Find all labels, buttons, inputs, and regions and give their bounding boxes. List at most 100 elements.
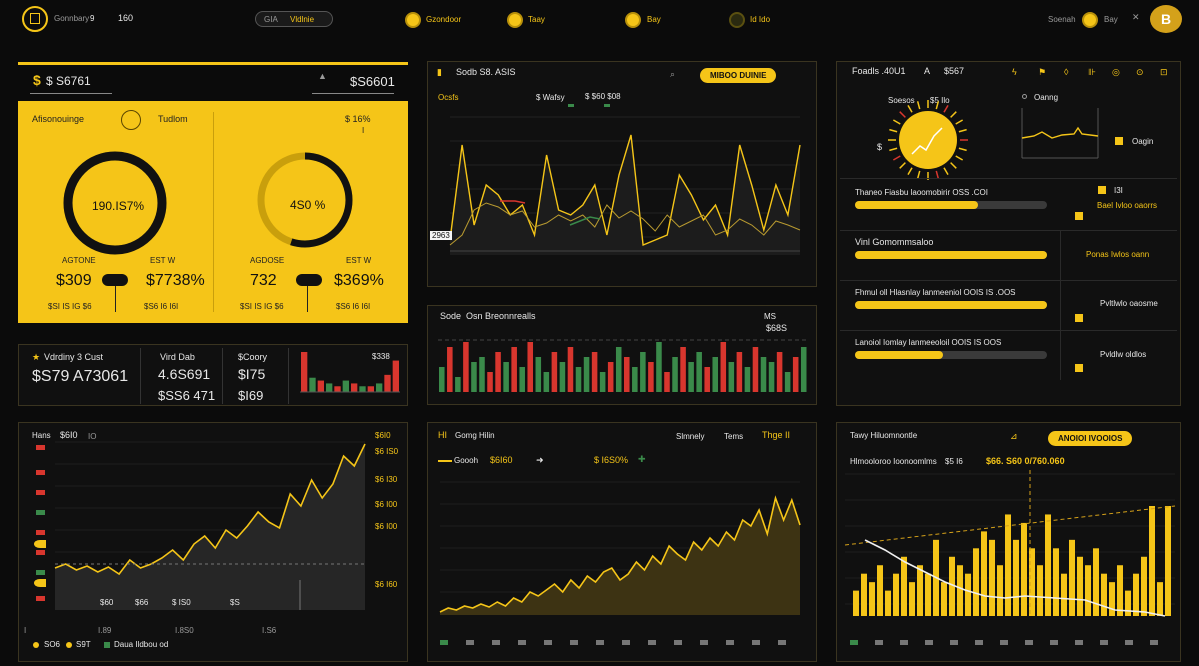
balance-right-value: $S6601 (350, 74, 395, 89)
br-bar (981, 531, 987, 616)
volume-bar (736, 352, 743, 392)
stat-divider (222, 348, 223, 404)
bl-axis-value: $6 I00 (375, 522, 398, 531)
avatar[interactable]: B (1150, 5, 1182, 33)
ring-left-caption: AGTONE (62, 256, 96, 265)
volume-bar (752, 347, 759, 392)
sun-ray (907, 167, 913, 176)
sun-ray (958, 128, 967, 133)
br-bar (1133, 573, 1139, 616)
nav-item-1[interactable]: Taay (528, 15, 545, 24)
mini-chart-label: Oanng (1034, 93, 1059, 102)
user-action[interactable]: Bay (1104, 15, 1118, 24)
drop-icon[interactable]: ◊ (1064, 67, 1069, 77)
br-bar (877, 565, 883, 616)
bl-bottom-value: $ IS0 (172, 598, 191, 607)
bl-x-tick: I (24, 626, 27, 635)
chart-icon: ⊿ (1010, 431, 1018, 441)
br-bar (917, 565, 923, 616)
br-legend: Hlmooloroo Ioonoomlms (850, 457, 937, 466)
bl-axis-value: $6 I00 (375, 500, 398, 509)
bell-icon[interactable]: ▲ (318, 71, 327, 81)
mini-bar (384, 374, 391, 392)
sun-disc (899, 111, 957, 169)
balance-right-underline (312, 93, 394, 94)
stat-1-value: $S79 A73061 (32, 368, 129, 385)
nav-item-0[interactable]: Gzondoor (426, 15, 462, 24)
mini-bar (301, 352, 308, 392)
stat-2-label: Vird Dab (160, 352, 195, 362)
volume-bar (471, 362, 477, 392)
ring-left-value-right: $7738% (146, 272, 205, 289)
bm-right-c[interactable]: Thge II (762, 430, 791, 440)
sun-ray (892, 119, 901, 125)
tab-pill[interactable] (255, 11, 333, 27)
target-icon[interactable]: ◎ (1112, 67, 1120, 77)
volume-bar (776, 352, 783, 392)
star-icon: ★ (32, 352, 41, 362)
lock-icon[interactable]: ⊡ (1160, 67, 1168, 77)
coin-icon (625, 12, 641, 28)
bl-axis-marker (36, 550, 45, 555)
bl-area-chart (54, 441, 366, 610)
bl-legend-dot (66, 642, 72, 648)
search-icon[interactable]: ⌕ (670, 69, 676, 79)
volume-bar (624, 357, 630, 392)
sun-ray (916, 101, 921, 110)
nav-item-2[interactable]: Bay (647, 15, 661, 24)
trend-legend-swatch (568, 104, 574, 107)
volume-bar (720, 342, 727, 392)
br-bar (1093, 548, 1099, 616)
bolt-icon[interactable]: ϟ (1012, 67, 1017, 77)
bm-tick (596, 640, 604, 645)
nav-item-3[interactable]: Id Ido (750, 15, 771, 24)
volume-bar (575, 367, 582, 392)
br-tick (850, 640, 858, 645)
volume-bar (439, 367, 445, 392)
stat-3-value: $I75 (238, 366, 266, 382)
clock-icon[interactable]: ⊙ (1136, 67, 1144, 77)
pin-icon[interactable]: ⊪ (1088, 67, 1096, 77)
coin-icon (507, 12, 523, 28)
bl-bottom-value: $60 (100, 598, 114, 607)
br-bar (909, 582, 915, 616)
br-badge[interactable]: ANOIOI IVOOIOS (1048, 431, 1133, 446)
volume-bar (696, 352, 702, 392)
flag-icon[interactable]: ⚑ (1038, 67, 1047, 77)
balance-left-value: $ S6761 (46, 74, 91, 88)
br-tick (1150, 640, 1158, 645)
wallet-icon (30, 13, 40, 24)
volume-bar (583, 357, 590, 392)
mini-bar (342, 380, 349, 392)
br-bar (1005, 514, 1011, 616)
tab-pill-label[interactable]: Vldlnie (290, 15, 315, 24)
sun-sub: $5 Ilo (930, 96, 950, 105)
volume-bar (672, 357, 678, 392)
ring-right-value-right: $369% (334, 272, 384, 289)
br-bar (1069, 539, 1075, 616)
volume-bar (455, 377, 461, 392)
volume-bar (567, 347, 574, 392)
close-icon[interactable]: ✕ (1132, 12, 1140, 22)
ring-left-toggle[interactable] (102, 274, 128, 286)
volume-bar (800, 347, 807, 392)
ring-right-stem (307, 286, 308, 312)
bm-legend-c: $ I6S0% (594, 455, 629, 465)
br-bar (941, 582, 947, 616)
volume-bar (640, 352, 646, 392)
brand-logo-icon[interactable] (22, 6, 48, 32)
mini-bar (367, 386, 374, 392)
bm-area (440, 498, 800, 615)
bl-footer-a: SO6 (44, 640, 61, 649)
mini-line-chart (1021, 108, 1099, 159)
row-1-label: Vinl Gomommsaloo (855, 237, 934, 247)
stats-strip (18, 344, 408, 406)
ring-right-toggle[interactable] (296, 274, 322, 286)
bm-tick (570, 640, 578, 645)
trend-badge[interactable]: MIBOO DUINIE (700, 68, 777, 83)
br-bar (1045, 514, 1051, 616)
card-title: Afisonouinge (32, 114, 85, 124)
sun-ray (892, 155, 901, 161)
trend-marker-green (569, 216, 601, 226)
volume-title: Sode (440, 311, 462, 321)
